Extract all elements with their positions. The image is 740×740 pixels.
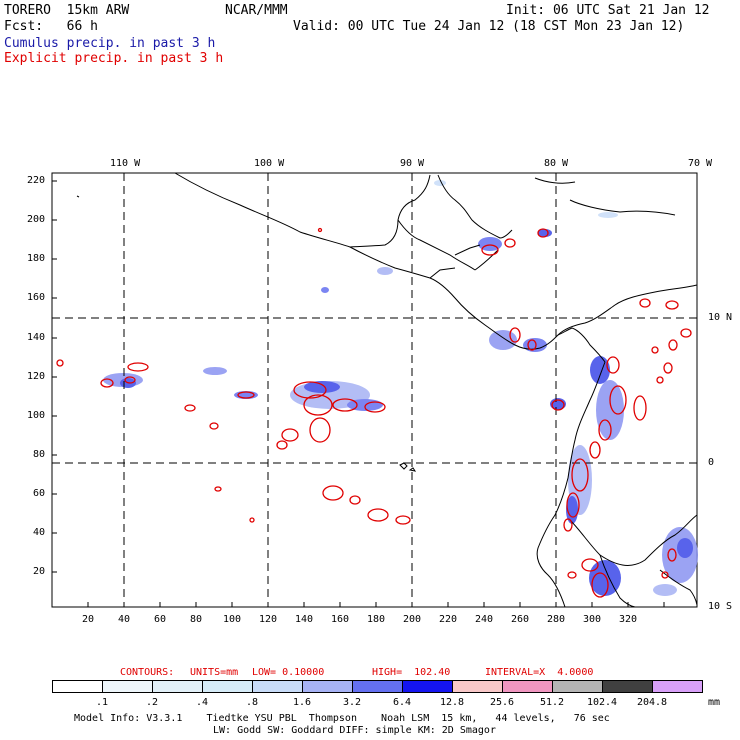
colorbar-swatch: [452, 680, 503, 693]
colorbar-swatch: [102, 680, 153, 693]
x-tick-label: 200: [403, 614, 422, 625]
x-tick-label: 260: [511, 614, 530, 625]
x-tick-label: 240: [475, 614, 494, 625]
map-frame: [51, 172, 698, 608]
lat-lon-grid: [52, 173, 697, 607]
y-tick-label: 80: [33, 449, 46, 460]
lon-label-90w: 90 W: [400, 158, 425, 169]
y-tick-label: 20: [33, 566, 46, 577]
colorbar-swatch: [52, 680, 103, 693]
colorbar-swatch: [152, 680, 203, 693]
explicit-precip-contours: [56, 227, 692, 598]
lat-label-10n: 10 N: [708, 312, 733, 323]
model-info-line: Model Info: V3.3.1 Tiedtke YSU PBL Thomp…: [74, 713, 610, 724]
colorbar-swatch: [302, 680, 353, 693]
y-tick-label: 200: [27, 214, 46, 225]
lon-label-80w: 80 W: [544, 158, 569, 169]
colorbar-swatch: [402, 680, 453, 693]
y-tick-label: 220: [27, 175, 46, 186]
colorbar-swatch: [352, 680, 403, 693]
lon-label-110w: 110 W: [110, 158, 141, 169]
x-axis-ticks: [87, 602, 665, 607]
y-tick-label: 100: [27, 410, 46, 421]
colorbar-swatch: [252, 680, 303, 693]
x-tick-label: 180: [367, 614, 386, 625]
colorbar-label: .8: [245, 697, 259, 708]
lat-label-0: 0: [708, 457, 715, 468]
colorbar-label: 204.8: [636, 697, 668, 708]
colorbar-swatch: [652, 680, 703, 693]
colorbar-label: 102.4: [586, 697, 618, 708]
lat-label-10s: 10 S: [708, 601, 733, 612]
colorbar-swatch: [552, 680, 603, 693]
x-tick-label: 140: [295, 614, 314, 625]
x-tick-label: 300: [583, 614, 602, 625]
colorbar-label: .4: [195, 697, 209, 708]
colorbar-label: 1.6: [292, 697, 312, 708]
contours-interval: INTERVAL=X 4.0000: [485, 667, 594, 678]
y-tick-label: 40: [33, 527, 46, 538]
colorbar-swatch: [202, 680, 253, 693]
lon-label-70w: 70 W: [688, 158, 713, 169]
field-cumulus-label: Cumulus precip. in past 3 h: [4, 36, 216, 51]
model-title: TORERO 15km ARW: [4, 3, 130, 18]
y-tick-label: 140: [27, 332, 46, 343]
valid-time: Valid: 00 UTC Tue 24 Jan 12 (18 CST Mon …: [293, 19, 685, 34]
colorbar-swatch: [602, 680, 653, 693]
contours-high: HIGH= 102.40: [372, 667, 451, 678]
contours-low: LOW= 0.10000: [252, 667, 325, 678]
contours-label: CONTOURS:: [120, 667, 175, 678]
colorbar-unit: mm: [708, 697, 721, 708]
colorbar-label: .2: [145, 697, 159, 708]
colorbar-label: 51.2: [539, 697, 565, 708]
forecast-hour: Fcst: 66 h: [4, 19, 98, 34]
model-physics-line: LW: Godd SW: Goddard DIFF: simple KM: 2D…: [213, 725, 496, 736]
y-tick-label: 120: [27, 371, 46, 382]
x-tick-label: 80: [190, 614, 203, 625]
x-tick-label: 120: [259, 614, 278, 625]
contours-units: UNITS=mm: [190, 667, 239, 678]
colorbar-label: 12.8: [439, 697, 465, 708]
x-tick-label: 100: [223, 614, 242, 625]
x-tick-label: 60: [154, 614, 167, 625]
y-tick-label: 160: [27, 292, 46, 303]
colorbar-label: 6.4: [392, 697, 412, 708]
lon-label-100w: 100 W: [254, 158, 285, 169]
colorbar-label: 3.2: [342, 697, 362, 708]
field-explicit-label: Explicit precip. in past 3 h: [4, 51, 224, 66]
colorbar-label: .1: [95, 697, 109, 708]
cumulus-precip-shading: [103, 180, 698, 596]
colorbar-label: 25.6: [489, 697, 515, 708]
init-time: Init: 06 UTC Sat 21 Jan 12: [506, 3, 710, 18]
x-tick-label: 220: [439, 614, 458, 625]
org-label: NCAR/MMM: [225, 3, 288, 18]
x-tick-label: 320: [619, 614, 638, 625]
y-tick-label: 180: [27, 253, 46, 264]
y-axis-ticks: [52, 180, 57, 573]
coastlines: [76, 172, 698, 608]
x-tick-label: 280: [547, 614, 566, 625]
x-tick-label: 160: [331, 614, 350, 625]
x-tick-label: 40: [118, 614, 131, 625]
colorbar-swatch: [502, 680, 553, 693]
y-tick-label: 60: [33, 488, 46, 499]
x-tick-label: 20: [82, 614, 95, 625]
